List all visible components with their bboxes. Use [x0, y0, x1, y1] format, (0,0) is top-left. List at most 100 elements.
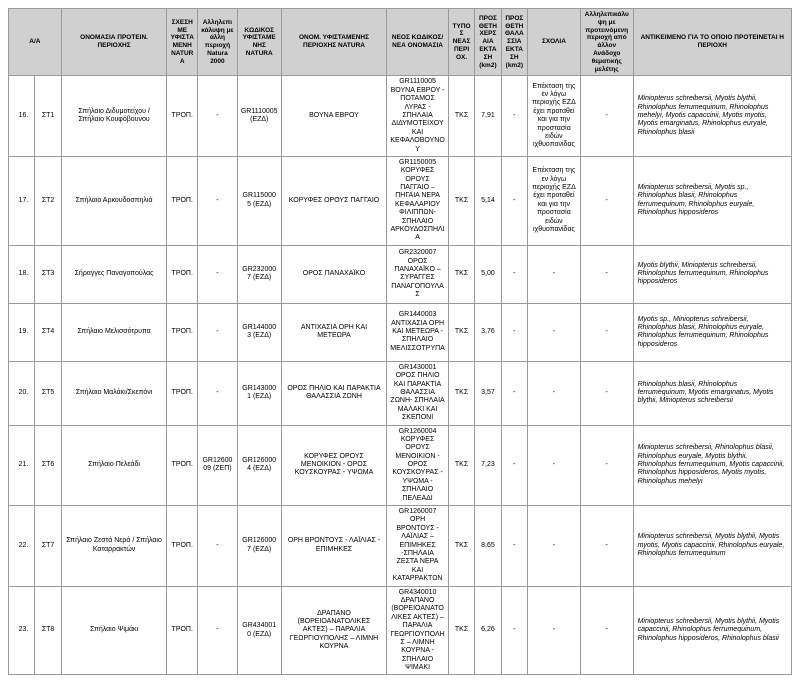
table-row: 20.ΣΤ5Σπήλαιο Μαλάκι/ΣκεπόνιΤΡΟΠ.-GR1430… — [9, 361, 792, 425]
cell-allil2: - — [580, 586, 633, 675]
cell-allil1: - — [198, 303, 238, 361]
cell-antik: Miniopterus schreibersii, Myotis sp., Rh… — [633, 156, 791, 245]
cell-onom_prot: Σπήλαιο Ζεστά Νερά / Σπήλαιο Καταρρακτών — [61, 506, 167, 587]
cell-idx: 16. — [9, 76, 35, 157]
cell-idx: 19. — [9, 303, 35, 361]
cell-onom_yf: ΟΡΟΣ ΠΗΛΙΟ ΚΑΙ ΠΑΡΑΚΤΙΑ ΘΑΛΑΣΣΙΑ ΖΩΝΗ — [281, 361, 387, 425]
natura-table: A/A ΟΝΟΜΑΣΙΑ ΠΡΟΤΕΙΝ. ΠΕΡΙΟΧΗΣ ΣΧΕΣΗ ΜΕ … — [8, 8, 792, 675]
cell-onom_prot: Σπήλαιο Διδυμοτείχου / Σπήλαιο Κουφόβουν… — [61, 76, 167, 157]
cell-allil2: - — [580, 76, 633, 157]
cell-allil2: - — [580, 506, 633, 587]
cell-thal: - — [501, 586, 527, 675]
cell-code: ΣΤ6 — [35, 425, 61, 506]
cell-antik: Miniopterus schreibersii, Myotis blythii… — [633, 76, 791, 157]
cell-allil1: - — [198, 245, 238, 303]
th-onom-yf: ΟΝΟΜ. ΥΦΙΣΤΑΜΕΝΗΣ ΠΕΡΙΟΧΗΣ NATURA — [281, 9, 387, 76]
cell-xers: 5,14 — [475, 156, 501, 245]
cell-neos: GR1260007 ΟΡΗ ΒΡΟΝΤΟΥΣ - ΛΑΪΛΙΑΣ – ΕΠΙΜΗ… — [387, 506, 449, 587]
cell-allil1: - — [198, 156, 238, 245]
cell-sxolia: - — [528, 361, 581, 425]
cell-kod: GR1260004 (ΕΖΔ) — [237, 425, 281, 506]
cell-xers: 7,23 — [475, 425, 501, 506]
cell-sxesi: ΤΡΟΠ. — [167, 506, 198, 587]
cell-sxesi: ΤΡΟΠ. — [167, 245, 198, 303]
cell-code: ΣΤ5 — [35, 361, 61, 425]
cell-code: ΣΤ7 — [35, 506, 61, 587]
table-row: 22.ΣΤ7Σπήλαιο Ζεστά Νερά / Σπήλαιο Καταρ… — [9, 506, 792, 587]
cell-sxesi: ΤΡΟΠ. — [167, 156, 198, 245]
cell-kod: GR1440003 (ΕΖΔ) — [237, 303, 281, 361]
cell-typos: ΤΚΣ — [448, 506, 474, 587]
cell-onom_prot: Σπήλαιο Μελισσότρυπα — [61, 303, 167, 361]
cell-sxolia: - — [528, 245, 581, 303]
cell-xers: 7,91 — [475, 76, 501, 157]
cell-xers: 8,65 — [475, 506, 501, 587]
cell-idx: 20. — [9, 361, 35, 425]
header-row: A/A ΟΝΟΜΑΣΙΑ ΠΡΟΤΕΙΝ. ΠΕΡΙΟΧΗΣ ΣΧΕΣΗ ΜΕ … — [9, 9, 792, 76]
cell-thal: - — [501, 425, 527, 506]
cell-sxolia: - — [528, 586, 581, 675]
table-row: 19.ΣΤ4Σπήλαιο ΜελισσότρυπαΤΡΟΠ.-GR144000… — [9, 303, 792, 361]
cell-onom_yf: ΚΟΡΥΦΕΣ ΟΡΟΥΣ ΜΕΝΟΙΚΙΟΝ - ΟΡΟΣ ΚΟΥΣΚΟΥΡΑ… — [281, 425, 387, 506]
cell-sxolia: Επέκταση της εν λόγω περιοχής ΕΖΔ έχει π… — [528, 76, 581, 157]
cell-onom_yf: ΒΟΥΝΑ ΕΒΡΟΥ — [281, 76, 387, 157]
cell-code: ΣΤ1 — [35, 76, 61, 157]
cell-kod: GR1110005 (ΕΖΔ) — [237, 76, 281, 157]
cell-antik: Miniopterus schreibersii, Myotis blythii… — [633, 506, 791, 587]
th-sxolia: ΣΧΟΛΙΑ — [528, 9, 581, 76]
cell-sxolia: - — [528, 303, 581, 361]
cell-xers: 3,76 — [475, 303, 501, 361]
cell-xers: 6,26 — [475, 586, 501, 675]
table-row: 17.ΣΤ2Σπήλαιο ΑρκουδοσπηλιάΤΡΟΠ.-GR11500… — [9, 156, 792, 245]
cell-typos: ΤΚΣ — [448, 76, 474, 157]
cell-typos: ΤΚΣ — [448, 245, 474, 303]
cell-allil1: - — [198, 76, 238, 157]
cell-sxolia: - — [528, 506, 581, 587]
cell-typos: ΤΚΣ — [448, 425, 474, 506]
cell-thal: - — [501, 303, 527, 361]
th-antik: ΑΝΤΙΚΕΙΜΕΝΟ ΓΙΑ ΤΟ ΟΠΟΙΟ ΠΡΟΤΕΙΝΕΤΑΙ Η Π… — [633, 9, 791, 76]
th-allil2: Αλληλεπικάλυψη με προτεινόμενη περιοχή α… — [580, 9, 633, 76]
cell-neos: GR1260004 ΚΟΡΥΦΕΣ ΟΡΟΥΣ ΜΕΝΟΙΚΙΟΝ - ΟΡΟΣ… — [387, 425, 449, 506]
cell-thal: - — [501, 156, 527, 245]
cell-xers: 5,00 — [475, 245, 501, 303]
cell-typos: ΤΚΣ — [448, 586, 474, 675]
cell-thal: - — [501, 76, 527, 157]
cell-neos: GR1150005 ΚΟΡΥΦΕΣ ΟΡΟΥΣ ΠΑΓΓΑΙΟ – ΠΗΓΑΙΑ… — [387, 156, 449, 245]
th-kod: ΚΩΔΙΚΟΣ ΥΦΙΣΤΑΜΕΝΗΣ NATURA — [237, 9, 281, 76]
cell-code: ΣΤ4 — [35, 303, 61, 361]
cell-antik: Miniopterus schreibersii, Myotis blythii… — [633, 586, 791, 675]
cell-allil1: GR1260009 (ZEΠ) — [198, 425, 238, 506]
cell-neos: GR4340010 ΔΡΑΠΑΝΟ (ΒΟΡΕΙΟΑΝΑΤΟΛΙΚΕΣ ΑΚΤΕ… — [387, 586, 449, 675]
cell-sxesi: ΤΡΟΠ. — [167, 303, 198, 361]
cell-thal: - — [501, 245, 527, 303]
cell-neos: GR1430001 ΟΡΟΣ ΠΗΛΙΟ ΚΑΙ ΠΑΡΑΚΤΙΑ ΘΑΛΑΣΣ… — [387, 361, 449, 425]
cell-kod: GR1260007 (ΕΖΔ) — [237, 506, 281, 587]
cell-onom_prot: Σπήλαιο Αρκουδοσπηλιά — [61, 156, 167, 245]
cell-kod: GR1430001 (ΕΖΔ) — [237, 361, 281, 425]
cell-onom_prot: Σήραγγες Παναγοπούλας — [61, 245, 167, 303]
cell-typos: ΤΚΣ — [448, 303, 474, 361]
cell-sxolia: - — [528, 425, 581, 506]
cell-idx: 17. — [9, 156, 35, 245]
cell-allil1: - — [198, 586, 238, 675]
cell-idx: 23. — [9, 586, 35, 675]
cell-sxesi: ΤΡΟΠ. — [167, 586, 198, 675]
cell-idx: 22. — [9, 506, 35, 587]
cell-neos: GR2320007 ΟΡΟΣ ΠΑΝΑΧΑΪΚΟ – ΣΥΡΑΓΓΕΣ ΠΑΝΑ… — [387, 245, 449, 303]
cell-allil1: - — [198, 506, 238, 587]
th-xers: ΠΡΟΣΘΕΤΗ ΧΕΡΣΑΙΑ ΕΚΤΑΣΗ (km2) — [475, 9, 501, 76]
cell-code: ΣΤ8 — [35, 586, 61, 675]
cell-allil2: - — [580, 156, 633, 245]
th-sxesi: ΣΧΕΣΗ ΜΕ ΥΦΙΣΤΑ ΜΕΝΗ NATURA — [167, 9, 198, 76]
cell-thal: - — [501, 361, 527, 425]
cell-onom_yf: ΑΝΤΙΧΑΣΙΑ ΟΡΗ ΚΑΙ ΜΕΤΕΩΡΑ — [281, 303, 387, 361]
cell-kod: GR4340010 (ΕΖΔ) — [237, 586, 281, 675]
cell-allil2: - — [580, 425, 633, 506]
cell-antik: Rhinolophus blasii, Rhinolophus ferrumeq… — [633, 361, 791, 425]
cell-code: ΣΤ2 — [35, 156, 61, 245]
cell-sxesi: ΤΡΟΠ. — [167, 361, 198, 425]
table-row: 21.ΣΤ6Σπήλαιο ΠελεάδιΤΡΟΠ.GR1260009 (ZEΠ… — [9, 425, 792, 506]
cell-allil1: - — [198, 361, 238, 425]
cell-typos: ΤΚΣ — [448, 156, 474, 245]
